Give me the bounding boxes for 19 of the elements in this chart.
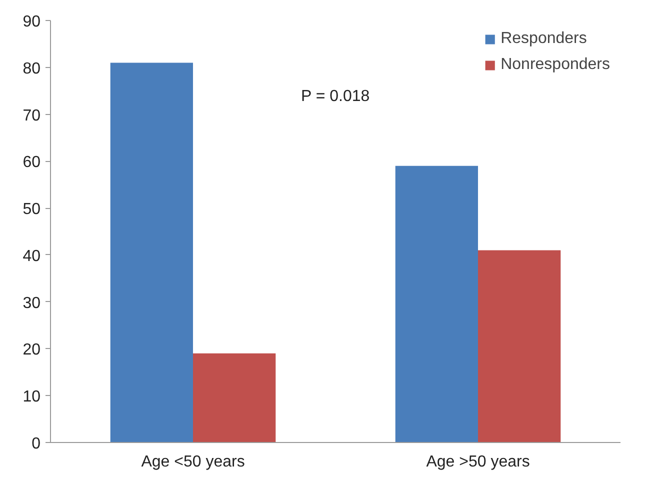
y-tick-label: 0: [32, 436, 41, 452]
y-tick-label: 20: [22, 342, 41, 359]
y-tick-label: 40: [22, 248, 41, 265]
y-tick-label: 30: [22, 294, 41, 312]
legend-label: Responders: [500, 30, 587, 48]
y-tick-label: 10: [22, 388, 41, 406]
bar: [395, 166, 478, 442]
bar: [478, 250, 561, 442]
annotation: P = 0.018: [301, 88, 370, 105]
legend-label: Nonresponders: [500, 56, 610, 74]
x-tick-label: Age >50 years: [426, 454, 530, 470]
y-tick-label: 90: [22, 14, 41, 30]
bar: [193, 353, 276, 442]
bar: [110, 62, 193, 442]
y-tick-label: 60: [22, 154, 41, 172]
x-tick-label: Age <50 years: [141, 454, 245, 470]
y-tick-label: 50: [22, 201, 41, 218]
y-tick-label: 70: [22, 107, 41, 124]
y-tick-label: 80: [22, 60, 41, 78]
